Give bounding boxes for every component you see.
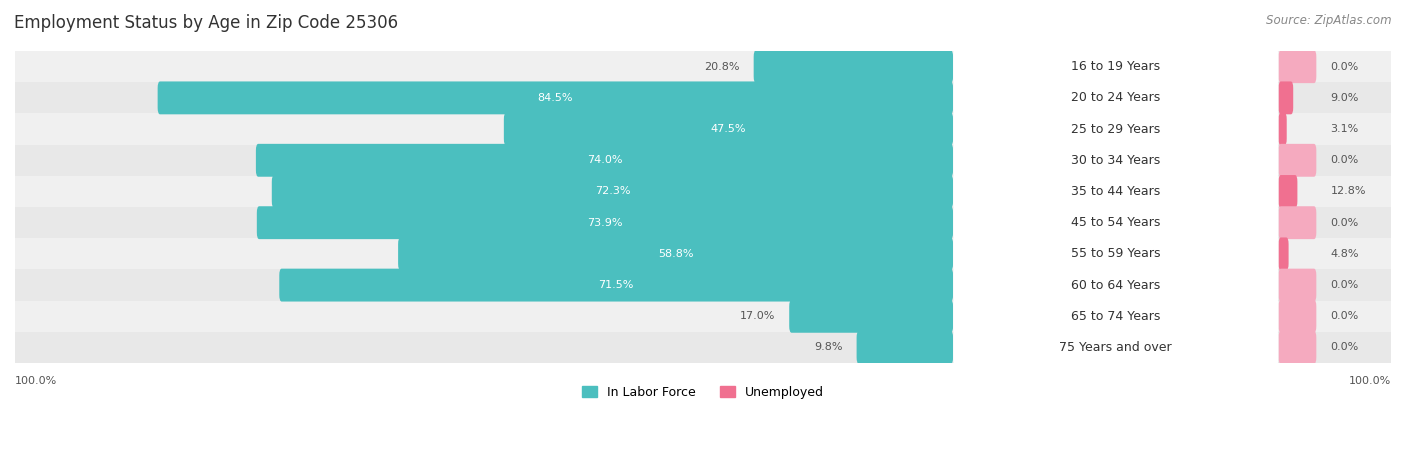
FancyBboxPatch shape	[1278, 331, 1316, 364]
FancyBboxPatch shape	[953, 47, 1278, 86]
FancyBboxPatch shape	[157, 82, 953, 114]
Text: 84.5%: 84.5%	[537, 93, 574, 103]
FancyBboxPatch shape	[1278, 50, 1316, 83]
FancyBboxPatch shape	[15, 301, 1391, 332]
Text: 100.0%: 100.0%	[15, 376, 58, 386]
FancyBboxPatch shape	[15, 176, 1391, 207]
FancyBboxPatch shape	[280, 269, 953, 302]
Text: 74.0%: 74.0%	[586, 155, 623, 165]
Text: 16 to 19 Years: 16 to 19 Years	[1071, 60, 1160, 73]
Text: 0.0%: 0.0%	[1330, 62, 1358, 72]
Text: 4.8%: 4.8%	[1330, 249, 1360, 259]
Text: 73.9%: 73.9%	[588, 218, 623, 228]
Text: 100.0%: 100.0%	[1348, 376, 1391, 386]
FancyBboxPatch shape	[953, 266, 1278, 304]
Text: Source: ZipAtlas.com: Source: ZipAtlas.com	[1267, 14, 1392, 27]
Text: 30 to 34 Years: 30 to 34 Years	[1071, 154, 1160, 167]
FancyBboxPatch shape	[1278, 144, 1316, 177]
FancyBboxPatch shape	[953, 79, 1278, 117]
Text: 47.5%: 47.5%	[710, 124, 747, 134]
FancyBboxPatch shape	[15, 82, 1391, 114]
FancyBboxPatch shape	[953, 235, 1278, 273]
FancyBboxPatch shape	[1278, 113, 1286, 146]
Text: 65 to 74 Years: 65 to 74 Years	[1071, 310, 1160, 323]
FancyBboxPatch shape	[1278, 206, 1316, 239]
FancyBboxPatch shape	[15, 238, 1391, 270]
Text: 35 to 44 Years: 35 to 44 Years	[1071, 185, 1160, 198]
Text: 72.3%: 72.3%	[595, 187, 630, 197]
Text: 20 to 24 Years: 20 to 24 Years	[1071, 92, 1160, 104]
FancyBboxPatch shape	[856, 331, 953, 364]
Text: 45 to 54 Years: 45 to 54 Years	[1071, 216, 1160, 229]
FancyBboxPatch shape	[953, 297, 1278, 336]
Text: 55 to 59 Years: 55 to 59 Years	[1071, 248, 1160, 260]
FancyBboxPatch shape	[953, 172, 1278, 211]
Legend: In Labor Force, Unemployed: In Labor Force, Unemployed	[576, 381, 830, 404]
FancyBboxPatch shape	[257, 206, 953, 239]
FancyBboxPatch shape	[271, 175, 953, 208]
Text: 0.0%: 0.0%	[1330, 342, 1358, 353]
FancyBboxPatch shape	[1278, 237, 1288, 270]
Text: 3.1%: 3.1%	[1330, 124, 1358, 134]
Text: 75 Years and over: 75 Years and over	[1060, 341, 1173, 354]
Text: 60 to 64 Years: 60 to 64 Years	[1071, 279, 1160, 292]
FancyBboxPatch shape	[953, 141, 1278, 179]
Text: 12.8%: 12.8%	[1330, 187, 1367, 197]
Text: 20.8%: 20.8%	[704, 62, 740, 72]
FancyBboxPatch shape	[15, 51, 1391, 82]
FancyBboxPatch shape	[503, 113, 953, 146]
Text: 0.0%: 0.0%	[1330, 280, 1358, 290]
FancyBboxPatch shape	[15, 270, 1391, 301]
FancyBboxPatch shape	[1278, 82, 1294, 114]
Text: 9.8%: 9.8%	[814, 342, 842, 353]
FancyBboxPatch shape	[953, 110, 1278, 148]
FancyBboxPatch shape	[15, 145, 1391, 176]
Text: 25 to 29 Years: 25 to 29 Years	[1071, 123, 1160, 136]
FancyBboxPatch shape	[754, 50, 953, 83]
FancyBboxPatch shape	[256, 144, 953, 177]
Text: 17.0%: 17.0%	[740, 311, 775, 321]
Text: 9.0%: 9.0%	[1330, 93, 1358, 103]
FancyBboxPatch shape	[789, 300, 953, 333]
FancyBboxPatch shape	[1278, 300, 1316, 333]
FancyBboxPatch shape	[15, 332, 1391, 363]
FancyBboxPatch shape	[15, 207, 1391, 238]
Text: 0.0%: 0.0%	[1330, 155, 1358, 165]
Text: Employment Status by Age in Zip Code 25306: Employment Status by Age in Zip Code 253…	[14, 14, 398, 32]
FancyBboxPatch shape	[953, 328, 1278, 367]
Text: 0.0%: 0.0%	[1330, 218, 1358, 228]
FancyBboxPatch shape	[398, 237, 953, 270]
FancyBboxPatch shape	[953, 203, 1278, 242]
Text: 71.5%: 71.5%	[599, 280, 634, 290]
FancyBboxPatch shape	[1278, 269, 1316, 302]
FancyBboxPatch shape	[1278, 175, 1298, 208]
Text: 58.8%: 58.8%	[658, 249, 693, 259]
Text: 0.0%: 0.0%	[1330, 311, 1358, 321]
FancyBboxPatch shape	[15, 114, 1391, 145]
